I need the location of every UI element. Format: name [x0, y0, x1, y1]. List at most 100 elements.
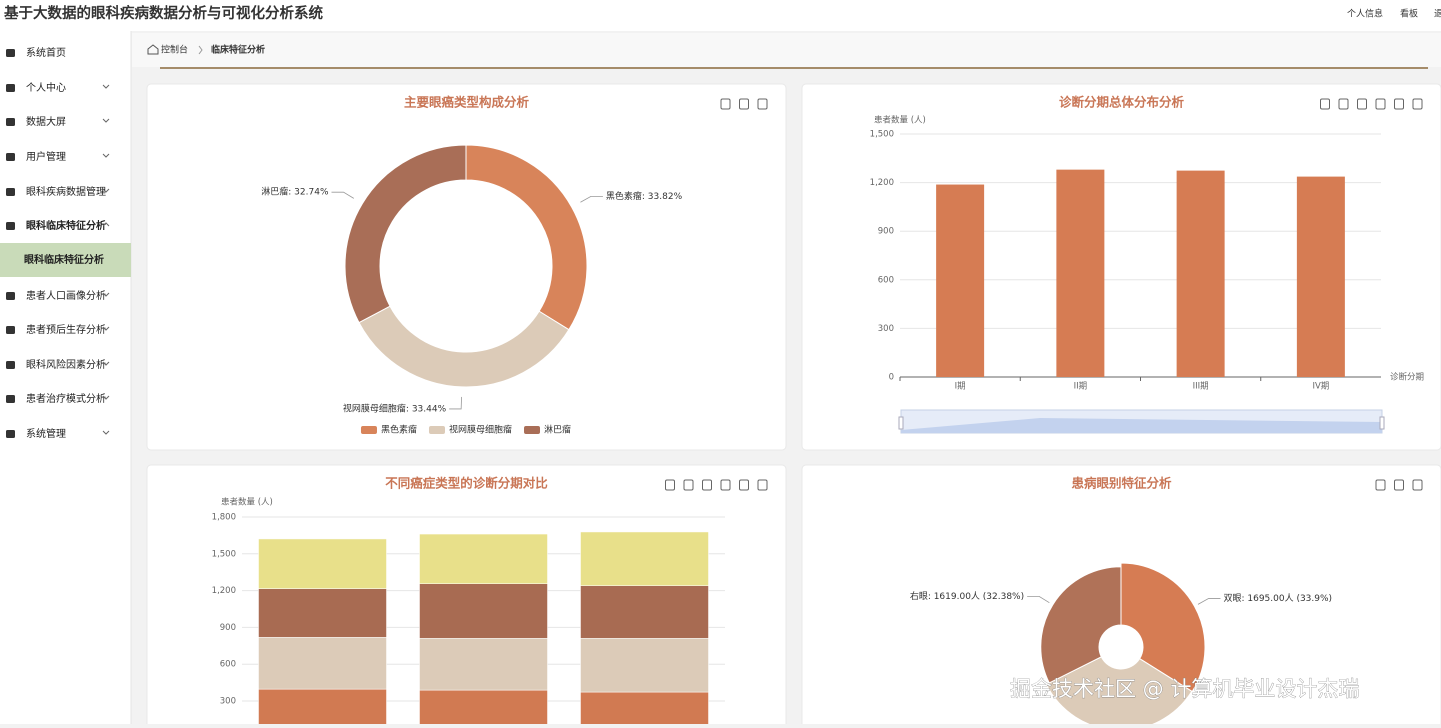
toolbar-icon[interactable] — [1375, 98, 1386, 110]
rose-slice — [1045, 656, 1193, 728]
header-link[interactable]: 看板 — [1400, 8, 1418, 20]
breadcrumb-bar — [132, 33, 1441, 67]
legend-swatch — [428, 426, 445, 434]
x-tick-label: I期 — [955, 382, 966, 392]
label-line — [331, 191, 354, 199]
chevron — [102, 430, 110, 435]
header-bar — [0, 0, 1441, 31]
label-line — [449, 396, 462, 410]
toolbar-icon[interactable] — [720, 479, 731, 491]
bar-segment — [580, 638, 709, 693]
toolbar-icon[interactable] — [739, 98, 749, 110]
sidebar-item[interactable]: 眼科风险因素分析 — [26, 358, 106, 371]
sidebar-item[interactable]: 数据大屏 — [26, 115, 66, 128]
toolbar-icon[interactable] — [1394, 98, 1404, 110]
sidebar-icon — [6, 292, 15, 300]
legend-swatch — [360, 426, 377, 434]
sidebar-item[interactable]: 患者人口画像分析 — [26, 289, 106, 302]
sidebar-icon — [6, 326, 15, 334]
toolbar-icon[interactable] — [1412, 98, 1423, 110]
bar-segment — [419, 689, 548, 728]
bar-segment — [258, 588, 387, 638]
sidebar-icon — [6, 49, 15, 57]
toolbar-icon[interactable] — [1394, 479, 1404, 491]
toolbar-icon[interactable] — [1412, 479, 1423, 491]
bar — [1176, 170, 1225, 377]
sidebar-icon — [6, 222, 15, 230]
chart-card — [146, 83, 787, 451]
toolbar-icon[interactable] — [720, 98, 731, 110]
toolbar-icon[interactable] — [1375, 479, 1386, 491]
header-link[interactable]: 退 — [1434, 9, 1441, 20]
x-tick-label: II期 — [1074, 382, 1088, 392]
toolbar-icon[interactable] — [757, 479, 768, 491]
sidebar — [0, 31, 131, 724]
sidebar-item[interactable]: 系统首页 — [26, 46, 66, 59]
toolbar-icon[interactable] — [665, 479, 675, 491]
sidebar-icon — [6, 395, 15, 403]
sidebar-item[interactable]: 个人中心 — [26, 81, 66, 94]
zoom-handle[interactable] — [898, 416, 904, 430]
sidebar-item[interactable]: 眼科疾病数据管理 — [26, 185, 106, 198]
watermark: 掘金技术社区 @ 计算机毕业设计杰瑞 — [1010, 677, 1359, 701]
toolbar-icon[interactable] — [1338, 98, 1349, 110]
sidebar-icon — [6, 153, 15, 161]
rose-slice — [1120, 562, 1206, 693]
bar-segment — [419, 638, 548, 691]
zoom-handle[interactable] — [1379, 416, 1385, 430]
data-label: 视网膜母细胞瘤: 33.44% — [343, 402, 447, 414]
home-icon — [147, 44, 159, 55]
bar-segment — [419, 583, 548, 639]
y-tick-label: 1,500 — [212, 549, 236, 559]
chart-card — [801, 83, 1441, 451]
x-tick-label: III期 — [1193, 382, 1209, 392]
sidebar-icon — [6, 361, 15, 369]
pie-slice — [344, 144, 467, 324]
toolbar-icon[interactable] — [683, 479, 694, 491]
y-tick-label: 1,800 — [212, 513, 236, 523]
legend-label: 黑色素瘤 — [381, 424, 417, 436]
sidebar-icon — [6, 118, 15, 126]
chart-title: 主要眼癌类型构成分析 — [404, 95, 530, 110]
y-tick-label: 900 — [220, 623, 236, 633]
chevron — [102, 222, 110, 227]
data-label: 黑色素瘤: 33.82% — [606, 190, 683, 202]
sidebar-item[interactable]: 患者预后生存分析 — [26, 323, 106, 336]
sidebar-icon — [6, 188, 15, 196]
sidebar-item[interactable]: 患者治疗模式分析 — [26, 392, 106, 405]
bar — [1296, 176, 1345, 377]
toolbar-icon[interactable] — [757, 98, 768, 110]
y-tick-label: 1,500 — [870, 130, 894, 140]
chevron — [102, 292, 110, 297]
label-line — [580, 196, 603, 203]
y-tick-label: 300 — [878, 324, 894, 334]
bar-segment — [258, 637, 387, 690]
legend: 黑色素瘤 视网膜母细胞瘤 淋巴瘤 — [360, 424, 571, 436]
sidebar-icon — [6, 430, 15, 438]
pie-slice — [465, 144, 588, 331]
sidebar-icon — [6, 84, 15, 92]
chevron — [102, 118, 110, 123]
label-line — [1027, 596, 1050, 604]
toolbar-icon[interactable] — [702, 479, 712, 491]
sidebar-item[interactable]: 用户管理 — [26, 150, 66, 163]
sidebar-subitem[interactable]: 眼科临床特征分析 — [24, 253, 104, 266]
x-axis-label: 诊断分期 — [1390, 372, 1424, 383]
label-line — [1197, 598, 1221, 605]
y-axis-label: 患者数量 (人) — [221, 497, 273, 508]
toolbar-icon[interactable] — [1357, 98, 1367, 110]
toolbar-icon[interactable] — [1320, 98, 1330, 110]
sidebar-item[interactable]: 系统管理 — [26, 427, 66, 440]
x-tick-label: IV期 — [1312, 382, 1329, 392]
toolbar-icon[interactable] — [739, 479, 749, 491]
y-tick-label: 900 — [878, 227, 894, 237]
header-link[interactable]: 个人信息 — [1347, 8, 1383, 20]
breadcrumb-current: 临床特征分析 — [211, 44, 265, 56]
legend-swatch — [524, 426, 541, 434]
y-tick-label: 600 — [878, 275, 894, 285]
sidebar-item[interactable]: 眼科临床特征分析 — [26, 219, 106, 232]
chart-title: 患病眼别特征分析 — [1071, 476, 1172, 491]
breadcrumb-item[interactable]: 控制台 — [161, 44, 188, 56]
app-title: 基于大数据的眼科疾病数据分析与可视化分析系统 — [3, 4, 323, 22]
bar — [1056, 169, 1105, 377]
